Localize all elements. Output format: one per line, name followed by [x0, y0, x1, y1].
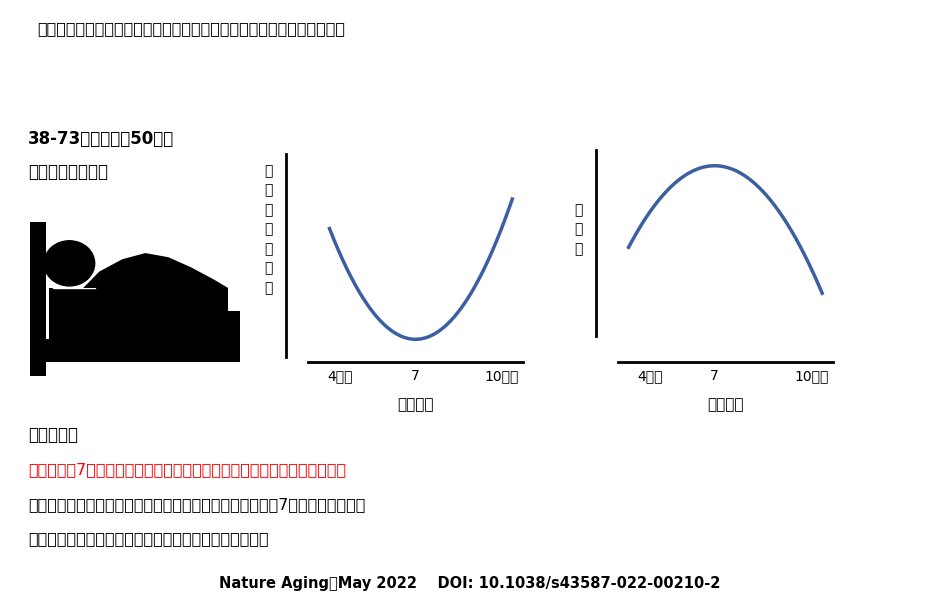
- Text: ポイント：: ポイント：: [28, 426, 78, 444]
- Text: 睡眠時間が7時間程度の高齢者は認知機能の低下が一番低い結果でした。: 睡眠時間が7時間程度の高齢者は認知機能の低下が一番低い結果でした。: [28, 462, 346, 477]
- Text: 脳の構造にも大きな問題が少ないことがわかりました。: 脳の構造にも大きな問題が少ないことがわかりました。: [28, 531, 269, 546]
- Text: の睡眠時間を調査: の睡眠時間を調査: [28, 163, 108, 181]
- FancyBboxPatch shape: [49, 288, 228, 339]
- Text: また幸福感は一番高かったです。脳を調べると睡眠時間が7時間程度の人は、: また幸福感は一番高かったです。脳を調べると睡眠時間が7時間程度の人は、: [28, 497, 365, 512]
- X-axis label: 睡眠時間: 睡眠時間: [707, 397, 744, 413]
- FancyBboxPatch shape: [54, 268, 95, 288]
- Y-axis label: 認
知
機
能
低
下
度: 認 知 機 能 低 下 度: [264, 164, 272, 295]
- Polygon shape: [84, 253, 228, 288]
- X-axis label: 睡眠時間: 睡眠時間: [397, 397, 434, 413]
- Text: 38-73歳の成人約50万人: 38-73歳の成人約50万人: [28, 130, 175, 148]
- Y-axis label: 幸
福
感: 幸 福 感: [574, 203, 582, 256]
- Circle shape: [44, 241, 95, 286]
- Text: Nature Aging・May 2022    DOI: 10.1038/s43587-022-00210-2: Nature Aging・May 2022 DOI: 10.1038/s4358…: [219, 576, 720, 591]
- FancyBboxPatch shape: [226, 310, 239, 362]
- FancyBboxPatch shape: [30, 339, 238, 362]
- FancyBboxPatch shape: [30, 222, 46, 376]
- Text: 成人の睡眠時間、精神疾患、認知機能の関連を調べた英国の研究です。: 成人の睡眠時間、精神疾患、認知機能の関連を調べた英国の研究です。: [38, 21, 346, 36]
